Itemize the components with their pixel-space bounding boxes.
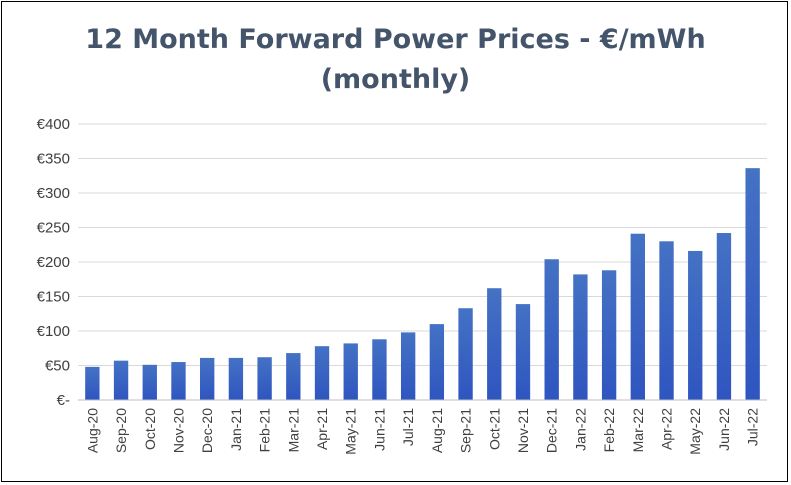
x-tick-label: May-21: [343, 408, 359, 455]
bar-Aug-21: [429, 324, 445, 400]
x-tick-label: Jan-21: [228, 408, 244, 451]
x-tick-label: Mar-22: [630, 408, 646, 453]
x-axis: Aug-20 Sep-20 Oct-20 Nov-20 Dec-20 Jan-21 Feb-…: [78, 399, 767, 455]
x-tick-label: May-22: [687, 408, 703, 455]
bar-Dec-21: [544, 259, 559, 400]
bar-Oct-21: [487, 288, 502, 400]
x-tick-label: Mar-21: [285, 408, 301, 453]
x-tick-label: Oct-21: [486, 408, 502, 450]
x-tick-label: Nov-20: [170, 408, 186, 453]
bar-Dec-20: [200, 357, 215, 400]
y-tick-label: €400: [37, 116, 70, 133]
bar-Sep-20: [113, 360, 129, 400]
x-tick-label: Dec-21: [544, 408, 560, 453]
x-tick-label: Jul-22: [745, 408, 761, 446]
y-tick-label: €100: [37, 323, 70, 340]
x-tick-label: Apr-22: [659, 408, 675, 450]
bar-Aug-20: [85, 366, 100, 400]
x-tick-label: Sep-21: [458, 408, 474, 453]
bar-May-21: [343, 343, 358, 400]
bar-Mar-22: [630, 233, 645, 400]
x-tick-label: Jun-22: [716, 408, 732, 451]
bar-Jun-22: [716, 233, 732, 400]
y-tick-label: €200: [37, 254, 70, 271]
y-tick-label: €50: [45, 358, 70, 375]
bars: [85, 168, 760, 400]
x-tick-label: Sep-20: [113, 408, 129, 453]
bar-May-22: [688, 250, 703, 400]
bar-Apr-21: [314, 346, 330, 400]
x-tick-label: Aug-20: [84, 408, 100, 453]
x-tick-label: Nov-21: [515, 408, 531, 453]
bar-Jul-22: [745, 168, 760, 400]
y-tick-label: €250: [37, 220, 70, 237]
chart-title-line-1: 12 Month Forward Power Prices - €/mWh: [85, 24, 706, 55]
x-tick-label: Feb-22: [601, 408, 617, 453]
x-tick-label: Dec-20: [199, 408, 215, 453]
x-tick-label: Oct-20: [142, 408, 158, 450]
y-tick-label: €350: [37, 151, 70, 168]
x-tick-label: Aug-21: [429, 408, 445, 453]
y-tick-label: €150: [37, 289, 70, 306]
x-tick-label: Jan-22: [572, 408, 588, 451]
bar-Mar-21: [286, 353, 301, 400]
bar-Nov-21: [515, 304, 531, 400]
chart-title-line-2: (monthly): [320, 64, 471, 95]
bar-Jan-21: [228, 357, 244, 400]
y-tick-label: €-: [57, 392, 70, 409]
bar-Oct-20: [142, 364, 157, 400]
x-tick-label: Jun-21: [371, 408, 387, 451]
bar-Nov-20: [171, 362, 186, 400]
bar-Jun-21: [372, 339, 387, 400]
y-axis: €- €50 €100 €150 €200 €250 €300 €350 €400: [37, 116, 70, 409]
bar-Feb-21: [257, 357, 272, 400]
bar-Jul-21: [400, 332, 416, 400]
x-tick-label: Feb-21: [257, 408, 273, 453]
x-tick-label: Apr-21: [314, 408, 330, 450]
bar-Feb-22: [601, 270, 617, 400]
y-tick-label: €300: [37, 185, 70, 202]
bar-Sep-21: [458, 308, 473, 400]
bar-Jan-22: [573, 274, 588, 400]
bar-Apr-22: [659, 241, 674, 400]
x-tick-label: Jul-21: [400, 408, 416, 446]
